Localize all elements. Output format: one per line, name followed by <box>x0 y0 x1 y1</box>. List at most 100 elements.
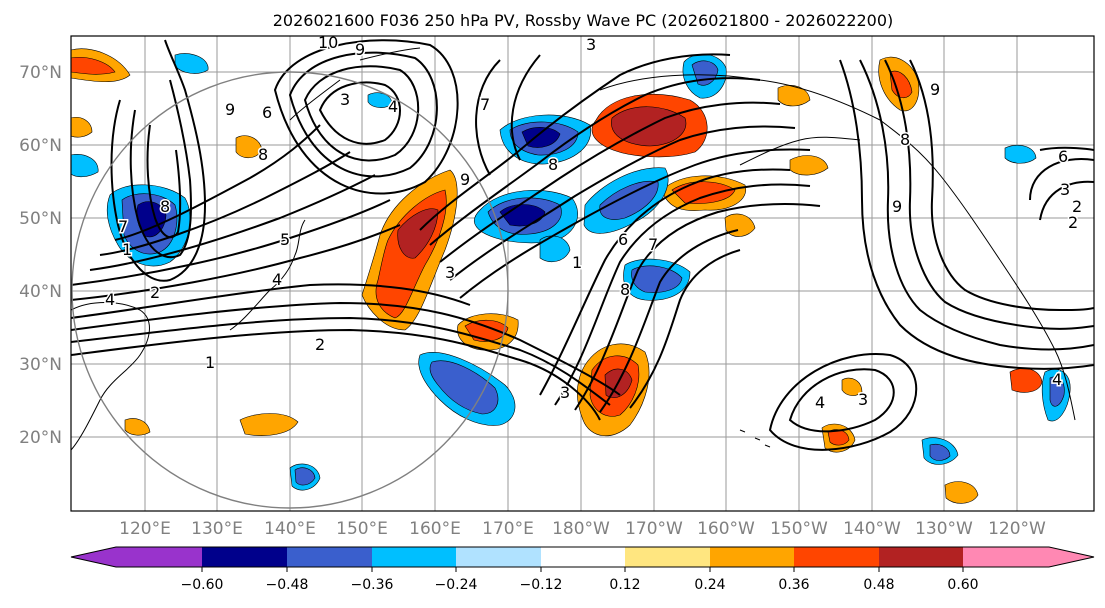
colorbar-segment <box>794 547 879 567</box>
contour-label: 6 <box>618 230 628 249</box>
contour-label: 3 <box>586 35 596 54</box>
contour-label: 5 <box>280 230 290 249</box>
coastlines <box>71 47 1076 451</box>
colorbar-segment <box>879 547 963 567</box>
pv-contour <box>71 224 401 301</box>
pv-contour <box>71 301 621 396</box>
contour-label: 4 <box>815 393 825 412</box>
colorbar-segment <box>710 547 794 567</box>
contour-label: 2 <box>150 283 160 302</box>
contour-label: 3 <box>445 263 455 282</box>
hawaii-islands <box>739 429 771 448</box>
contour-label: 8 <box>900 130 910 149</box>
lon-label: 130°E <box>191 519 243 539</box>
colorbar-tick-label: 0.24 <box>694 577 725 593</box>
lon-label: 160°E <box>409 519 461 539</box>
anomaly-patch <box>671 181 736 204</box>
contour-label: 7 <box>648 235 658 254</box>
pv-contour <box>318 81 401 145</box>
longitude-labels: 120°E 130°E 140°E 150°E 160°E 170°E 180°… <box>119 519 1046 539</box>
chart-title: 2026021600 F036 250 hPa PV, Rossby Wave … <box>273 11 894 30</box>
contour-label: 3 <box>1060 180 1070 199</box>
pv-contour <box>129 79 192 259</box>
contour-label: 8 <box>258 145 268 164</box>
anomaly-patch <box>521 127 561 148</box>
contour-label: 1 <box>122 240 132 259</box>
lon-label: 140°W <box>843 519 901 539</box>
pv-contour <box>599 229 739 413</box>
pv-contour <box>539 168 791 396</box>
pv-contour <box>419 53 731 231</box>
pv-contour <box>475 54 541 176</box>
pv-contour <box>89 174 376 271</box>
latitude-labels: 70°N 60°N 50°N 40°N 30°N 20°N <box>19 63 62 448</box>
contour-label: 9 <box>892 197 902 216</box>
map-panel: 10 9 3 9 8 7 8 6 5 4 3 2 1 9 8 7 6 4 3 4… <box>71 35 1094 511</box>
colorbar-tick-label: −0.24 <box>435 577 478 593</box>
contour-label: 8 <box>160 197 170 216</box>
pv-contour <box>288 51 438 178</box>
colorbar-ticks <box>201 567 964 572</box>
colorbar-segment <box>202 547 287 567</box>
contour-label: 4 <box>105 290 115 309</box>
contour-label: 1 <box>572 253 582 272</box>
pv-contour <box>839 59 1094 370</box>
contour-labels: 10 9 3 9 8 7 8 6 5 4 3 2 1 9 8 7 6 4 3 4… <box>104 35 1084 414</box>
pv-contour <box>884 59 1094 330</box>
pv-contours <box>71 39 1094 451</box>
colorbar-segment <box>116 547 202 567</box>
lon-label: 120°E <box>119 519 171 539</box>
pv-contour <box>788 368 895 433</box>
anomaly-patch <box>1049 376 1065 407</box>
pv-contour <box>273 39 459 195</box>
contour-label: 6 <box>262 103 272 122</box>
anomaly-patch <box>599 180 659 220</box>
colorbar-tick-label: 0.12 <box>609 577 640 593</box>
lat-label: 50°N <box>19 209 62 229</box>
lat-label: 30°N <box>19 355 62 375</box>
anomaly-patch <box>124 418 151 436</box>
anomaly-patch <box>235 135 263 159</box>
anomaly-patch <box>71 117 93 138</box>
pv-contour <box>303 65 420 162</box>
colorbar-segment <box>625 547 710 567</box>
pv-contour <box>439 101 781 263</box>
lon-label: 180°W <box>552 519 610 539</box>
colorbar-segment <box>287 547 372 567</box>
contour-label: 2 <box>315 335 325 354</box>
pv-contour <box>909 59 1094 312</box>
lat-label: 60°N <box>19 136 62 156</box>
anomaly-patch <box>631 265 683 293</box>
contour-label: 9 <box>355 40 365 59</box>
anomaly-patch <box>294 467 316 486</box>
contour-label: 7 <box>118 217 128 236</box>
pv-contour <box>768 353 918 451</box>
contour-label: 8 <box>548 155 558 174</box>
anomaly-patch <box>944 481 979 504</box>
pv-contour <box>146 124 182 239</box>
anomaly-patch <box>239 413 299 436</box>
pv-contour <box>859 59 1094 351</box>
anomaly-patch <box>827 429 850 446</box>
pv-contour <box>1029 146 1094 221</box>
colorbar-tick-label: 0.60 <box>947 577 978 593</box>
colorbar: −0.60 −0.48 −0.36 −0.24 −0.12 0.12 0.24 … <box>70 546 1095 593</box>
contour-label: 3 <box>340 90 350 109</box>
colorbar-segment <box>1049 547 1094 567</box>
lat-label: 40°N <box>19 282 62 302</box>
colorbar-tick-label: 0.48 <box>863 577 894 593</box>
colorbar-segment <box>541 547 625 567</box>
contour-label: 7 <box>480 95 490 114</box>
lon-label: 170°W <box>625 519 683 539</box>
lat-label: 70°N <box>19 63 62 83</box>
aleutian-islands <box>739 136 861 166</box>
colorbar-segment <box>372 547 456 567</box>
lon-label: 160°W <box>697 519 755 539</box>
anomaly-patch <box>789 155 829 176</box>
pv-contour <box>71 199 391 286</box>
colorbar-outline <box>70 546 1095 568</box>
alaska-coastline <box>599 74 1001 261</box>
anomaly-patch <box>929 443 951 461</box>
colorbar-tick-label: 0.36 <box>778 577 809 593</box>
pv-contour <box>574 203 821 411</box>
